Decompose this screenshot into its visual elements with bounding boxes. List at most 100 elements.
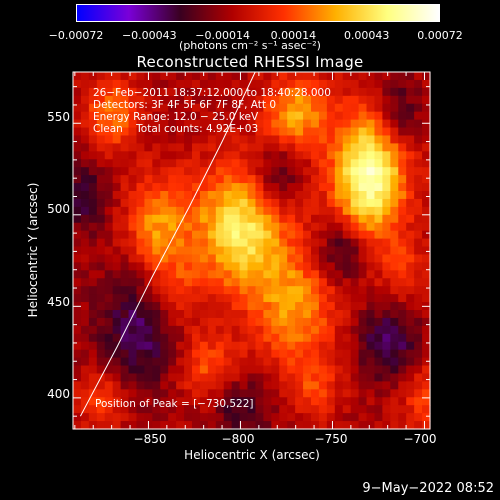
heatmap-cell <box>326 151 336 160</box>
heatmap-cell <box>223 294 233 303</box>
heatmap-cell <box>398 294 407 303</box>
heatmap-cell <box>271 373 280 382</box>
heatmap-cell <box>128 246 138 256</box>
heatmap-cell <box>120 111 130 121</box>
heatmap-cell <box>184 72 193 81</box>
heatmap-cell <box>382 421 391 430</box>
heatmap-cell <box>144 333 153 343</box>
heatmap-cell <box>199 206 209 216</box>
heatmap-cell <box>199 373 209 382</box>
heatmap-cell <box>342 222 352 232</box>
y-tick-label: 550 <box>47 110 70 124</box>
heatmap-cell <box>80 111 90 121</box>
heatmap-cell <box>255 175 264 184</box>
heatmap-cell <box>287 421 296 430</box>
heatmap-cell <box>295 310 304 319</box>
heatmap-cell <box>215 191 225 200</box>
heatmap-cell <box>279 294 288 303</box>
heatmap-cell <box>271 95 280 105</box>
heatmap-cell <box>176 103 185 113</box>
heatmap-cell <box>192 278 201 287</box>
heatmap-cell <box>144 87 153 97</box>
heatmap-cell <box>112 294 122 303</box>
heatmap-cell <box>247 349 257 359</box>
heatmap-cell <box>326 405 336 414</box>
x-tick-label: −750 <box>315 432 348 446</box>
heatmap-cell <box>239 95 249 105</box>
heatmap-cell <box>271 357 280 367</box>
heatmap-cell <box>144 143 153 152</box>
heatmap-cell <box>279 159 288 168</box>
heatmap-cell <box>80 135 90 144</box>
heatmap-cell <box>263 206 272 216</box>
heatmap-cell <box>326 183 336 192</box>
heatmap-cell <box>263 191 272 200</box>
colorbar: −0.00072 −0.00043 −0.00014 0.00014 0.000… <box>49 4 463 42</box>
heatmap-cell <box>199 302 209 311</box>
heatmap-cell <box>279 135 288 144</box>
heatmap-cell <box>422 341 431 351</box>
heatmap-cell <box>358 198 368 208</box>
heatmap-cell <box>350 159 360 168</box>
heatmap-cell <box>73 238 82 248</box>
heatmap-cell <box>199 198 209 208</box>
heatmap-cell <box>247 111 257 121</box>
heatmap-cell <box>311 302 320 311</box>
heatmap-cell <box>207 310 217 319</box>
heatmap-cell <box>303 294 312 303</box>
heatmap-cell <box>326 95 336 105</box>
heatmap-cell <box>334 349 344 359</box>
heatmap-cell <box>168 421 177 430</box>
heatmap-cell <box>303 270 312 279</box>
heatmap-cell <box>422 135 431 144</box>
heatmap-cell <box>128 238 138 248</box>
heatmap-cell <box>73 270 82 279</box>
heatmap-cell <box>318 159 328 168</box>
heatmap-cell <box>136 111 145 121</box>
heatmap-cell <box>96 183 106 192</box>
heatmap-cell <box>207 198 217 208</box>
heatmap-cell <box>176 167 185 176</box>
heatmap-cell <box>215 103 225 113</box>
heatmap-cell <box>406 341 415 351</box>
heatmap-cell <box>247 262 257 271</box>
y-tick-label: 400 <box>47 387 70 401</box>
heatmap-cell <box>326 365 336 375</box>
heatmap-cell <box>73 421 82 430</box>
heatmap-cell <box>334 413 344 422</box>
heatmap-cell <box>88 183 98 192</box>
heatmap-cell <box>255 389 264 398</box>
heatmap-cell <box>176 333 185 343</box>
heatmap-cell <box>382 310 391 319</box>
heatmap-cell <box>295 246 304 256</box>
heatmap-cell <box>390 119 399 129</box>
heatmap-cell <box>279 191 288 200</box>
annotation-peak-position: Position of Peak = [−730,522] <box>95 398 254 410</box>
heatmap-cell <box>112 127 122 137</box>
heatmap-cell <box>168 206 177 216</box>
heatmap-cell <box>366 119 376 129</box>
heatmap-cell <box>144 95 153 105</box>
heatmap-cell <box>88 238 98 248</box>
y-tick-label: 450 <box>47 295 70 309</box>
heatmap-cell <box>144 103 153 113</box>
heatmap-cell <box>128 278 138 287</box>
heatmap-cell <box>414 246 423 256</box>
heatmap-cell <box>271 389 280 398</box>
heatmap-cell <box>192 191 201 200</box>
heatmap-cell <box>184 286 193 295</box>
heatmap-cell <box>414 302 423 311</box>
heatmap-cell <box>358 214 368 224</box>
heatmap-cell <box>279 421 288 430</box>
heatmap-cell <box>382 317 391 327</box>
heatmap-cell <box>303 135 312 144</box>
heatmap-cell <box>271 111 280 121</box>
heatmap-cell <box>120 151 130 160</box>
heatmap-cell <box>136 373 145 382</box>
heatmap-cell <box>326 333 336 343</box>
heatmap-cell <box>80 246 90 256</box>
heatmap-cell <box>350 302 360 311</box>
heatmap-cell <box>318 87 328 97</box>
heatmap-cell <box>104 175 114 184</box>
heatmap-cell <box>207 95 217 105</box>
